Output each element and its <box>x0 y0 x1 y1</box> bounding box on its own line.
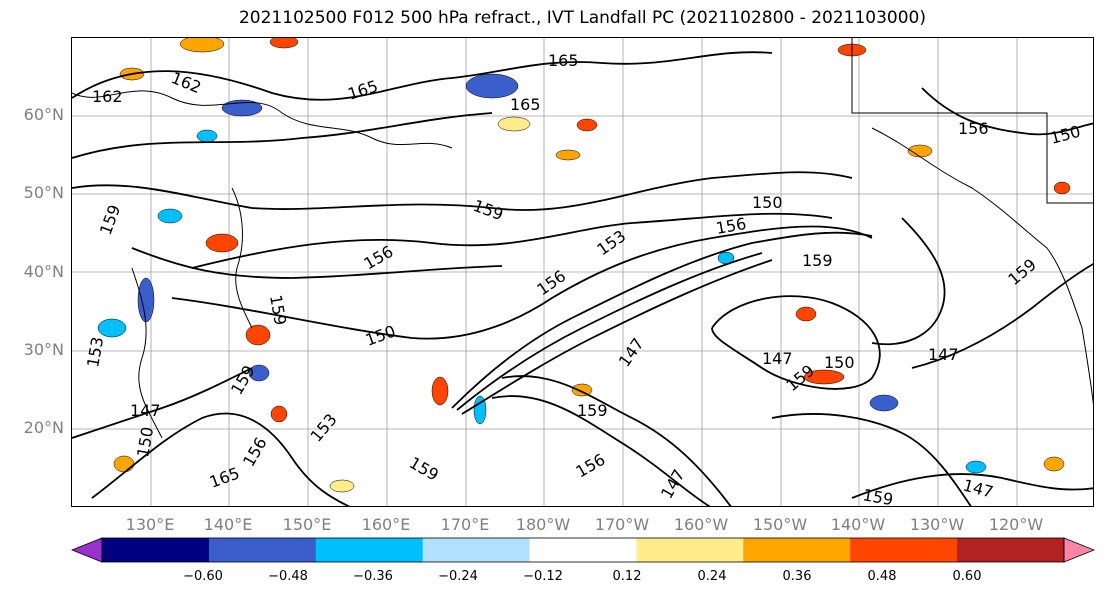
contour-label: 147 <box>762 349 793 368</box>
contour-label: 150 <box>1048 122 1082 148</box>
contour-label: 150 <box>752 193 783 212</box>
contour-label: 150 <box>133 425 157 458</box>
lat-label: 50°N <box>23 183 64 202</box>
contour-label: 147 <box>928 345 959 364</box>
colorbar-segment <box>850 538 958 562</box>
colorbar-segment <box>208 538 317 562</box>
contour-label: 156 <box>361 242 397 274</box>
lon-label: 140°E <box>203 515 253 534</box>
contour-label: 159 <box>1004 255 1040 289</box>
colorbar-tick-label: −0.36 <box>353 569 393 584</box>
contour-label: 147 <box>615 334 648 370</box>
lat-label: 20°N <box>23 418 64 437</box>
contour-label: 159 <box>266 293 290 326</box>
colorbar-tick-label: 0.36 <box>782 569 812 584</box>
lon-label: 140°W <box>830 515 886 534</box>
lon-label: 160°E <box>361 515 411 534</box>
contour-label: 165 <box>345 76 380 104</box>
lat-label: 40°N <box>23 262 64 281</box>
map-panel: 162 162 165 165 165 156 150 159 150 159 … <box>71 37 1094 507</box>
contour-label: 159 <box>406 453 442 485</box>
colorbar-tick-label: 0.60 <box>952 569 982 584</box>
colorbar-extend-high <box>1063 537 1095 563</box>
contour-label: 150 <box>363 321 398 349</box>
colorbar-segment <box>529 538 637 562</box>
lon-label: 180°W <box>515 515 571 534</box>
refractivity-contours <box>72 51 1093 506</box>
colorbar-segment <box>636 538 744 562</box>
lon-label: 130°W <box>909 515 965 534</box>
page-title: 2021102500 F012 500 hPa refract., IVT La… <box>238 8 926 28</box>
colorbar-segment <box>422 538 531 562</box>
contour-label: 162 <box>92 87 123 106</box>
contour-label: 153 <box>83 335 107 368</box>
colorbar-tick-label: 0.12 <box>612 569 642 584</box>
contour-label: 165 <box>548 51 579 70</box>
colorbar-segment <box>102 538 210 562</box>
colorbar-tick-label: −0.60 <box>183 569 223 584</box>
contour-label: 147 <box>130 401 161 420</box>
map-canvas: 162 162 165 165 165 156 150 159 150 159 … <box>72 38 1093 507</box>
colorbar-extend-low <box>71 537 103 563</box>
lon-label: 160°W <box>673 515 729 534</box>
contour-labels: 162 162 165 165 165 156 150 159 150 159 … <box>83 51 1082 507</box>
colorbar-tick-label: 0.24 <box>697 569 727 584</box>
colorbar <box>71 537 1095 563</box>
contour-label: 159 <box>471 196 506 224</box>
contour-label: 153 <box>593 226 629 259</box>
lat-label: 60°N <box>23 105 64 124</box>
contour-label: 162 <box>169 68 204 97</box>
colorbar-segment <box>957 538 1065 562</box>
lon-label: 150°E <box>282 515 332 534</box>
contour-label: 156 <box>573 450 609 482</box>
contour-label: 165 <box>510 95 541 114</box>
colorbar-segment <box>315 538 424 562</box>
colorbar-segment <box>743 538 851 562</box>
colorbar-tick-label: −0.24 <box>438 569 478 584</box>
contour-label: 159 <box>96 202 124 237</box>
contour-label: 159 <box>577 401 608 420</box>
contour-label: 150 <box>824 353 855 372</box>
lon-label: 170°E <box>440 515 490 534</box>
lon-label: 120°W <box>988 515 1044 534</box>
contour-label: 165 <box>207 463 242 491</box>
lon-label: 130°E <box>125 515 175 534</box>
lon-label: 150°W <box>752 515 808 534</box>
colorbar-outline <box>101 537 1065 563</box>
contour-label: 156 <box>533 266 569 299</box>
contour-label: 156 <box>239 434 271 470</box>
colorbar-tick-label: −0.12 <box>523 569 563 584</box>
pc-shading <box>97 38 1071 493</box>
colorbar-tick-label: 0.48 <box>867 569 897 584</box>
contour-label: 156 <box>714 214 747 238</box>
contour-label: 156 <box>958 119 989 138</box>
contour-label: 159 <box>802 251 833 270</box>
colorbar-tick-label: −0.48 <box>268 569 308 584</box>
lat-label: 30°N <box>23 340 64 359</box>
contour-label: 159 <box>861 485 894 507</box>
lon-label: 170°W <box>594 515 650 534</box>
contour-label: 153 <box>307 410 341 446</box>
